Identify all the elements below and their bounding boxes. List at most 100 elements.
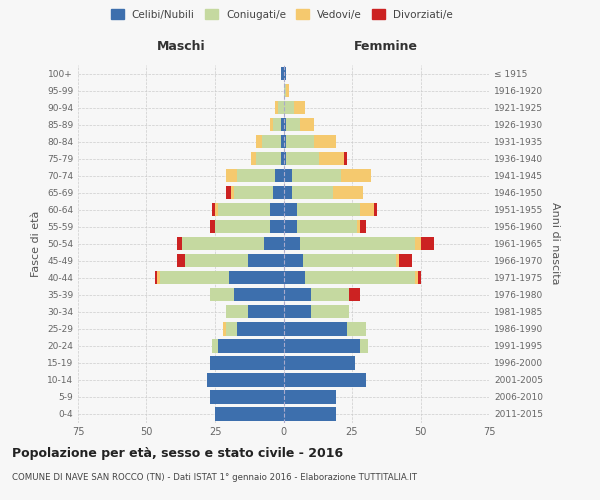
Bar (256, 152, 281, 166)
Bar (415, 237, 421, 250)
Bar (311, 305, 349, 318)
Text: Maschi: Maschi (157, 40, 205, 53)
Bar (286, 152, 319, 166)
Bar (421, 237, 434, 250)
Bar (284, 408, 335, 420)
Legend: Celibi/Nubili, Coniugati/e, Vedovi/e, Divorziati/e: Celibi/Nubili, Coniugati/e, Vedovi/e, Di… (107, 5, 457, 24)
Bar (284, 390, 335, 404)
Bar (281, 135, 284, 148)
Bar (360, 220, 366, 234)
Bar (415, 271, 418, 284)
Bar (209, 390, 284, 404)
Bar (305, 271, 415, 284)
Bar (232, 186, 234, 200)
Bar (300, 118, 314, 131)
Bar (333, 186, 363, 200)
Text: Femmine: Femmine (354, 40, 418, 53)
Bar (275, 101, 278, 114)
Bar (176, 254, 185, 268)
Bar (270, 118, 272, 131)
Bar (229, 271, 284, 284)
Bar (262, 135, 281, 148)
Bar (234, 186, 272, 200)
Bar (374, 203, 377, 216)
Bar (297, 220, 358, 234)
Bar (358, 220, 360, 234)
Bar (212, 203, 215, 216)
Bar (226, 305, 248, 318)
Bar (398, 254, 412, 268)
Bar (292, 186, 333, 200)
Bar (248, 305, 284, 318)
Y-axis label: Anni di nascita: Anni di nascita (550, 202, 560, 285)
Bar (347, 322, 366, 336)
Bar (284, 186, 292, 200)
Bar (286, 84, 289, 97)
Bar (284, 135, 286, 148)
Bar (319, 152, 344, 166)
Bar (284, 288, 311, 302)
Bar (349, 288, 360, 302)
Bar (396, 254, 398, 268)
Bar (284, 374, 366, 386)
Bar (218, 340, 284, 352)
Bar (314, 135, 335, 148)
Bar (284, 84, 286, 97)
Bar (207, 374, 284, 386)
Bar (226, 322, 237, 336)
Bar (157, 271, 160, 284)
Bar (284, 237, 300, 250)
Bar (256, 135, 262, 148)
Text: COMUNE DI NAVE SAN ROCCO (TN) - Dati ISTAT 1° gennaio 2016 - Elaborazione TUTTIT: COMUNE DI NAVE SAN ROCCO (TN) - Dati IST… (12, 472, 417, 482)
Bar (284, 220, 297, 234)
Bar (185, 254, 248, 268)
Bar (295, 101, 305, 114)
Bar (226, 186, 232, 200)
Bar (278, 101, 284, 114)
Bar (270, 203, 284, 216)
Bar (281, 67, 284, 80)
Bar (284, 152, 286, 166)
Bar (281, 118, 284, 131)
Bar (284, 340, 360, 352)
Bar (311, 288, 349, 302)
Bar (292, 169, 341, 182)
Bar (286, 135, 314, 148)
Bar (284, 322, 347, 336)
Bar (237, 322, 284, 336)
Bar (248, 254, 284, 268)
Bar (341, 169, 371, 182)
Bar (284, 67, 286, 80)
Bar (302, 254, 396, 268)
Bar (270, 220, 284, 234)
Bar (176, 237, 182, 250)
Bar (160, 271, 229, 284)
Bar (215, 203, 218, 216)
Bar (265, 237, 284, 250)
Bar (155, 271, 157, 284)
Bar (284, 203, 297, 216)
Bar (209, 356, 284, 370)
Bar (360, 340, 368, 352)
Bar (284, 101, 295, 114)
Bar (284, 169, 292, 182)
Bar (275, 169, 284, 182)
Bar (284, 271, 305, 284)
Bar (418, 271, 421, 284)
Bar (272, 118, 281, 131)
Text: Popolazione per età, sesso e stato civile - 2016: Popolazione per età, sesso e stato civil… (12, 448, 343, 460)
Bar (234, 288, 284, 302)
Bar (286, 118, 300, 131)
Bar (226, 169, 237, 182)
Bar (297, 203, 360, 216)
Bar (284, 118, 286, 131)
Bar (209, 220, 215, 234)
Bar (300, 237, 415, 250)
Bar (215, 408, 284, 420)
Bar (284, 356, 355, 370)
Bar (284, 305, 311, 318)
Bar (218, 203, 270, 216)
Y-axis label: Fasce di età: Fasce di età (31, 210, 41, 277)
Bar (237, 169, 275, 182)
Bar (281, 152, 284, 166)
